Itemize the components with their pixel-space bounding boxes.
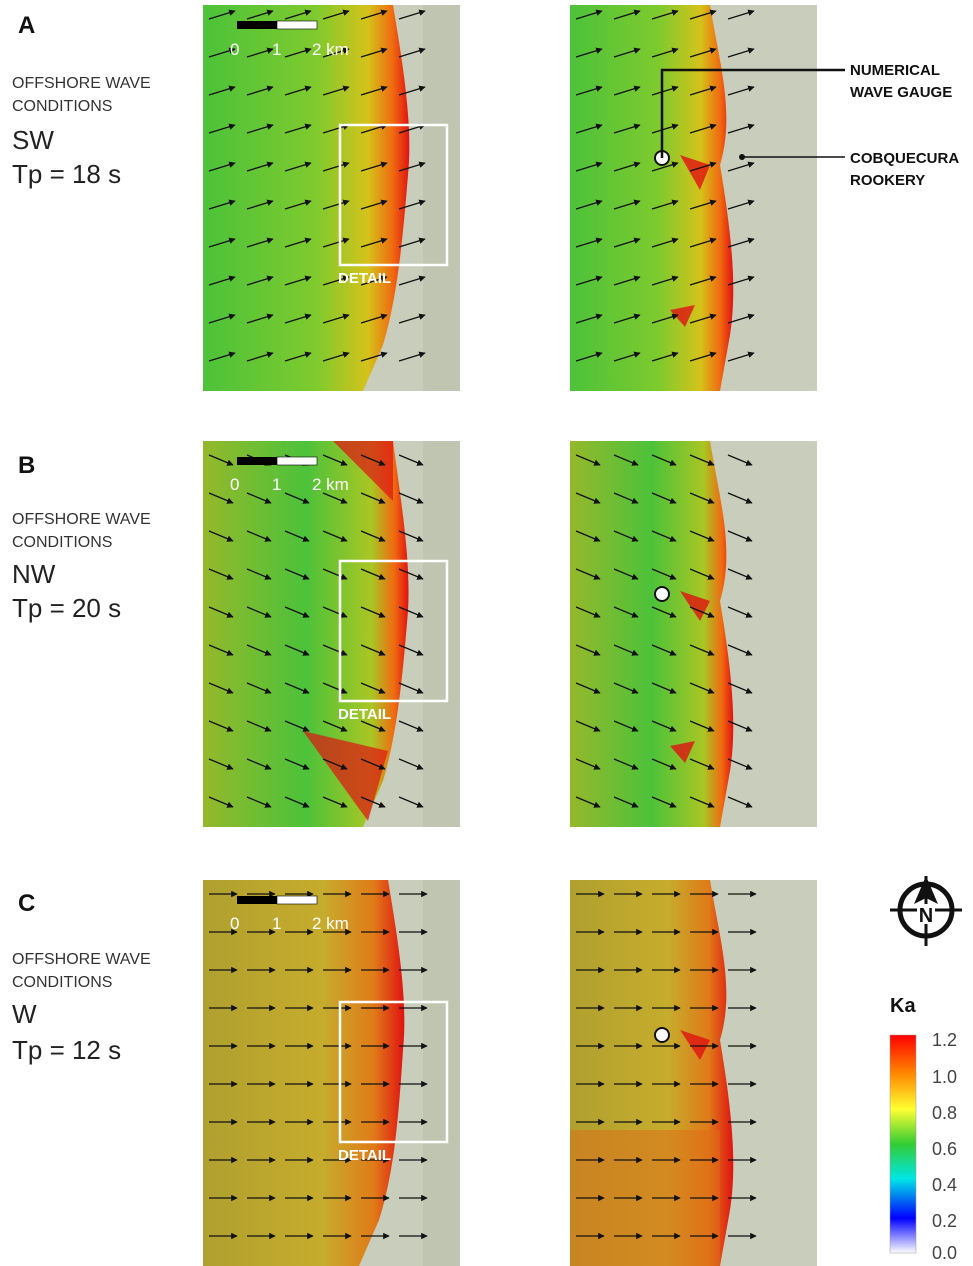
rookery-annotation-line-1: COBQUECURA bbox=[850, 148, 959, 170]
panel-letter-b: B bbox=[18, 452, 35, 480]
conditions-text-a: OFFSHORE WAVE CONDITIONS bbox=[12, 72, 151, 118]
wave-period-b: Tp = 20 s bbox=[12, 592, 121, 624]
panel-letter-c: C bbox=[18, 890, 35, 918]
rookery-annotation-line-2: ROOKERY bbox=[850, 170, 959, 192]
wave-direction-b: NW bbox=[12, 558, 55, 590]
overview-map-a bbox=[203, 5, 460, 391]
detail-label: DETAIL bbox=[338, 270, 391, 287]
conditions-line-1: OFFSHORE WAVE bbox=[12, 72, 151, 95]
detail-map-c bbox=[570, 880, 817, 1266]
detail-map-b bbox=[570, 441, 817, 827]
gauge-annotation: NUMERICAL WAVE GAUGE bbox=[850, 60, 952, 104]
north-letter: N bbox=[919, 905, 933, 927]
wave-direction-c: W bbox=[12, 998, 37, 1030]
conditions-line-1: OFFSHORE WAVE bbox=[12, 508, 151, 531]
wave-direction-a: SW bbox=[12, 124, 54, 156]
scale-bar bbox=[237, 896, 277, 904]
rookery-annotation: COBQUECURA ROOKERY bbox=[850, 148, 959, 192]
colorbar-tick: 0.4 bbox=[932, 1175, 957, 1196]
wave-gauge-marker bbox=[655, 1028, 669, 1042]
scale-bar bbox=[237, 457, 277, 465]
wave-period-c: Tp = 12 s bbox=[12, 1034, 121, 1066]
annotation-leaders bbox=[650, 60, 850, 170]
detail-label: DETAIL bbox=[338, 1147, 391, 1164]
scale-label-2: 2 km bbox=[312, 40, 349, 60]
conditions-text-b: OFFSHORE WAVE CONDITIONS bbox=[12, 508, 151, 554]
scale-label-2: 2 km bbox=[312, 475, 349, 495]
scale-label-1: 1 bbox=[272, 475, 281, 495]
detail-label: DETAIL bbox=[338, 706, 391, 723]
colorbar-tick: 1.2 bbox=[932, 1030, 957, 1051]
scale-bar bbox=[237, 21, 277, 29]
conditions-line-1: OFFSHORE WAVE bbox=[12, 948, 151, 971]
colorbar bbox=[888, 1033, 920, 1255]
wave-period-a: Tp = 18 s bbox=[12, 158, 121, 190]
gauge-annotation-line-2: WAVE GAUGE bbox=[850, 82, 952, 104]
gauge-annotation-line-1: NUMERICAL bbox=[850, 60, 952, 82]
colorbar-tick: 0.8 bbox=[932, 1103, 957, 1124]
colorbar-tick: 0.2 bbox=[932, 1211, 957, 1232]
colorbar-tick: 0.0 bbox=[932, 1243, 957, 1264]
conditions-line-2: CONDITIONS bbox=[12, 971, 151, 994]
conditions-line-2: CONDITIONS bbox=[12, 531, 151, 554]
wave-gauge-marker bbox=[655, 587, 669, 601]
north-arrow-icon: N bbox=[884, 870, 968, 954]
panel-letter-a: A bbox=[18, 12, 35, 40]
scale-label-0: 0 bbox=[230, 475, 239, 495]
overview-map-b bbox=[203, 441, 460, 827]
overview-map-c bbox=[203, 880, 460, 1266]
scale-label-2: 2 km bbox=[312, 914, 349, 934]
conditions-line-2: CONDITIONS bbox=[12, 95, 151, 118]
colorbar-tick: 0.6 bbox=[932, 1139, 957, 1160]
scale-label-1: 1 bbox=[272, 40, 281, 60]
colorbar-title: Ka bbox=[890, 995, 916, 1018]
scale-label-1: 1 bbox=[272, 914, 281, 934]
scale-label-0: 0 bbox=[230, 40, 239, 60]
scale-label-0: 0 bbox=[230, 914, 239, 934]
conditions-text-c: OFFSHORE WAVE CONDITIONS bbox=[12, 948, 151, 994]
colorbar-tick: 1.0 bbox=[932, 1067, 957, 1088]
